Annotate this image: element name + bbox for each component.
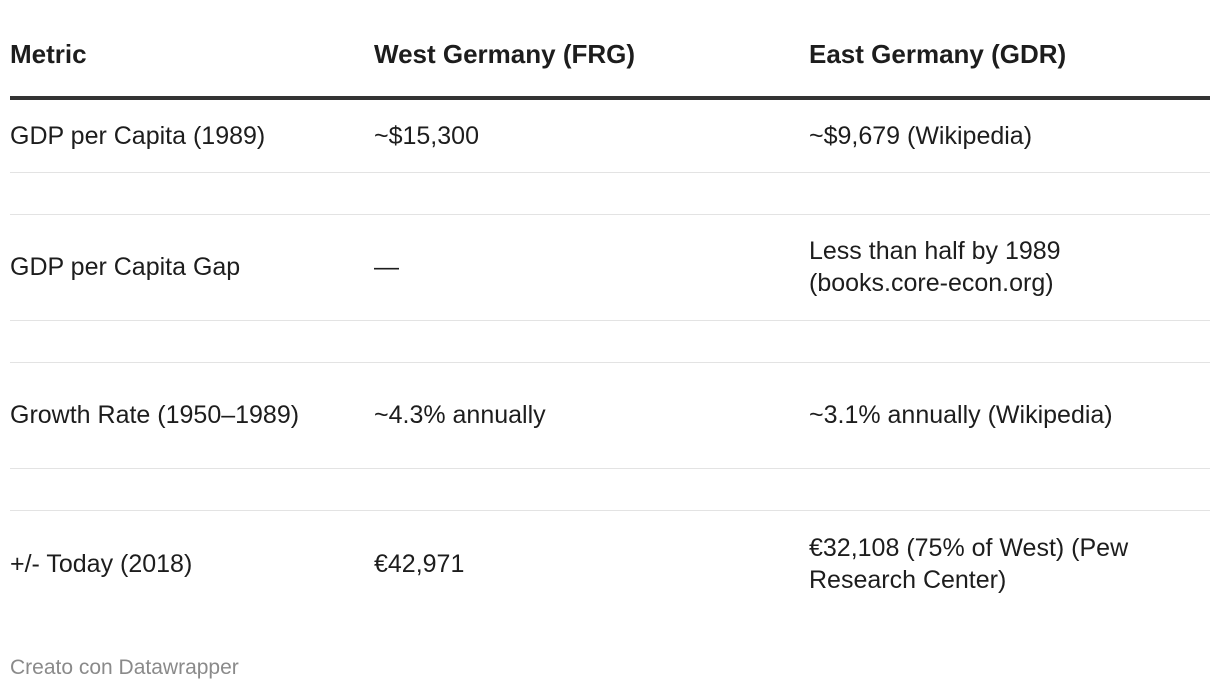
cell-east: €32,108 (75% of West) (Pew Research Cent… <box>809 534 1129 595</box>
cell-metric: GDP per Capita (1989) <box>10 98 374 173</box>
table-row: GDP per Capita Gap — Less than half by 1… <box>10 214 1210 321</box>
cell-metric: Growth Rate (1950–1989) <box>10 362 374 469</box>
header-metric: Metric <box>10 0 374 100</box>
datawrapper-credit: Creato con Datawrapper <box>10 656 239 679</box>
cell-west: ~4.3% annually <box>374 362 809 469</box>
cell-west: ~$15,300 <box>374 98 809 173</box>
table-header: Metric West Germany (FRG) East Germany (… <box>10 0 1210 100</box>
cell-east: ~$9,679 (Wikipedia) <box>809 98 1210 173</box>
cell-metric: GDP per Capita Gap <box>10 214 374 321</box>
table-row: +/- Today (2018) €42,971 €32,108 (75% of… <box>10 510 1210 618</box>
cell-metric: +/- Today (2018) <box>10 550 193 579</box>
cell-east: ~3.1% annually (Wikipedia) <box>809 362 1210 469</box>
cell-west: €42,971 <box>374 550 465 579</box>
row-spacer <box>10 172 1210 215</box>
table-row: GDP per Capita (1989) ~$15,300 ~$9,679 (… <box>10 98 1210 173</box>
header-row: Metric West Germany (FRG) East Germany (… <box>10 0 1210 100</box>
cell-east: Less than half by 1989 (books.core-econ.… <box>809 214 1210 321</box>
comparison-table: Metric West Germany (FRG) East Germany (… <box>10 0 1210 618</box>
row-spacer <box>10 320 1210 363</box>
table-body: GDP per Capita (1989) ~$15,300 ~$9,679 (… <box>10 98 1210 618</box>
header-east-germany: East Germany (GDR) <box>809 0 1210 100</box>
cell-west: — <box>374 214 809 321</box>
header-west-germany: West Germany (FRG) <box>374 0 809 100</box>
comparison-table-container: Metric West Germany (FRG) East Germany (… <box>10 0 1210 618</box>
table-row: Growth Rate (1950–1989) ~4.3% annually ~… <box>10 362 1210 469</box>
row-spacer <box>10 468 1210 511</box>
